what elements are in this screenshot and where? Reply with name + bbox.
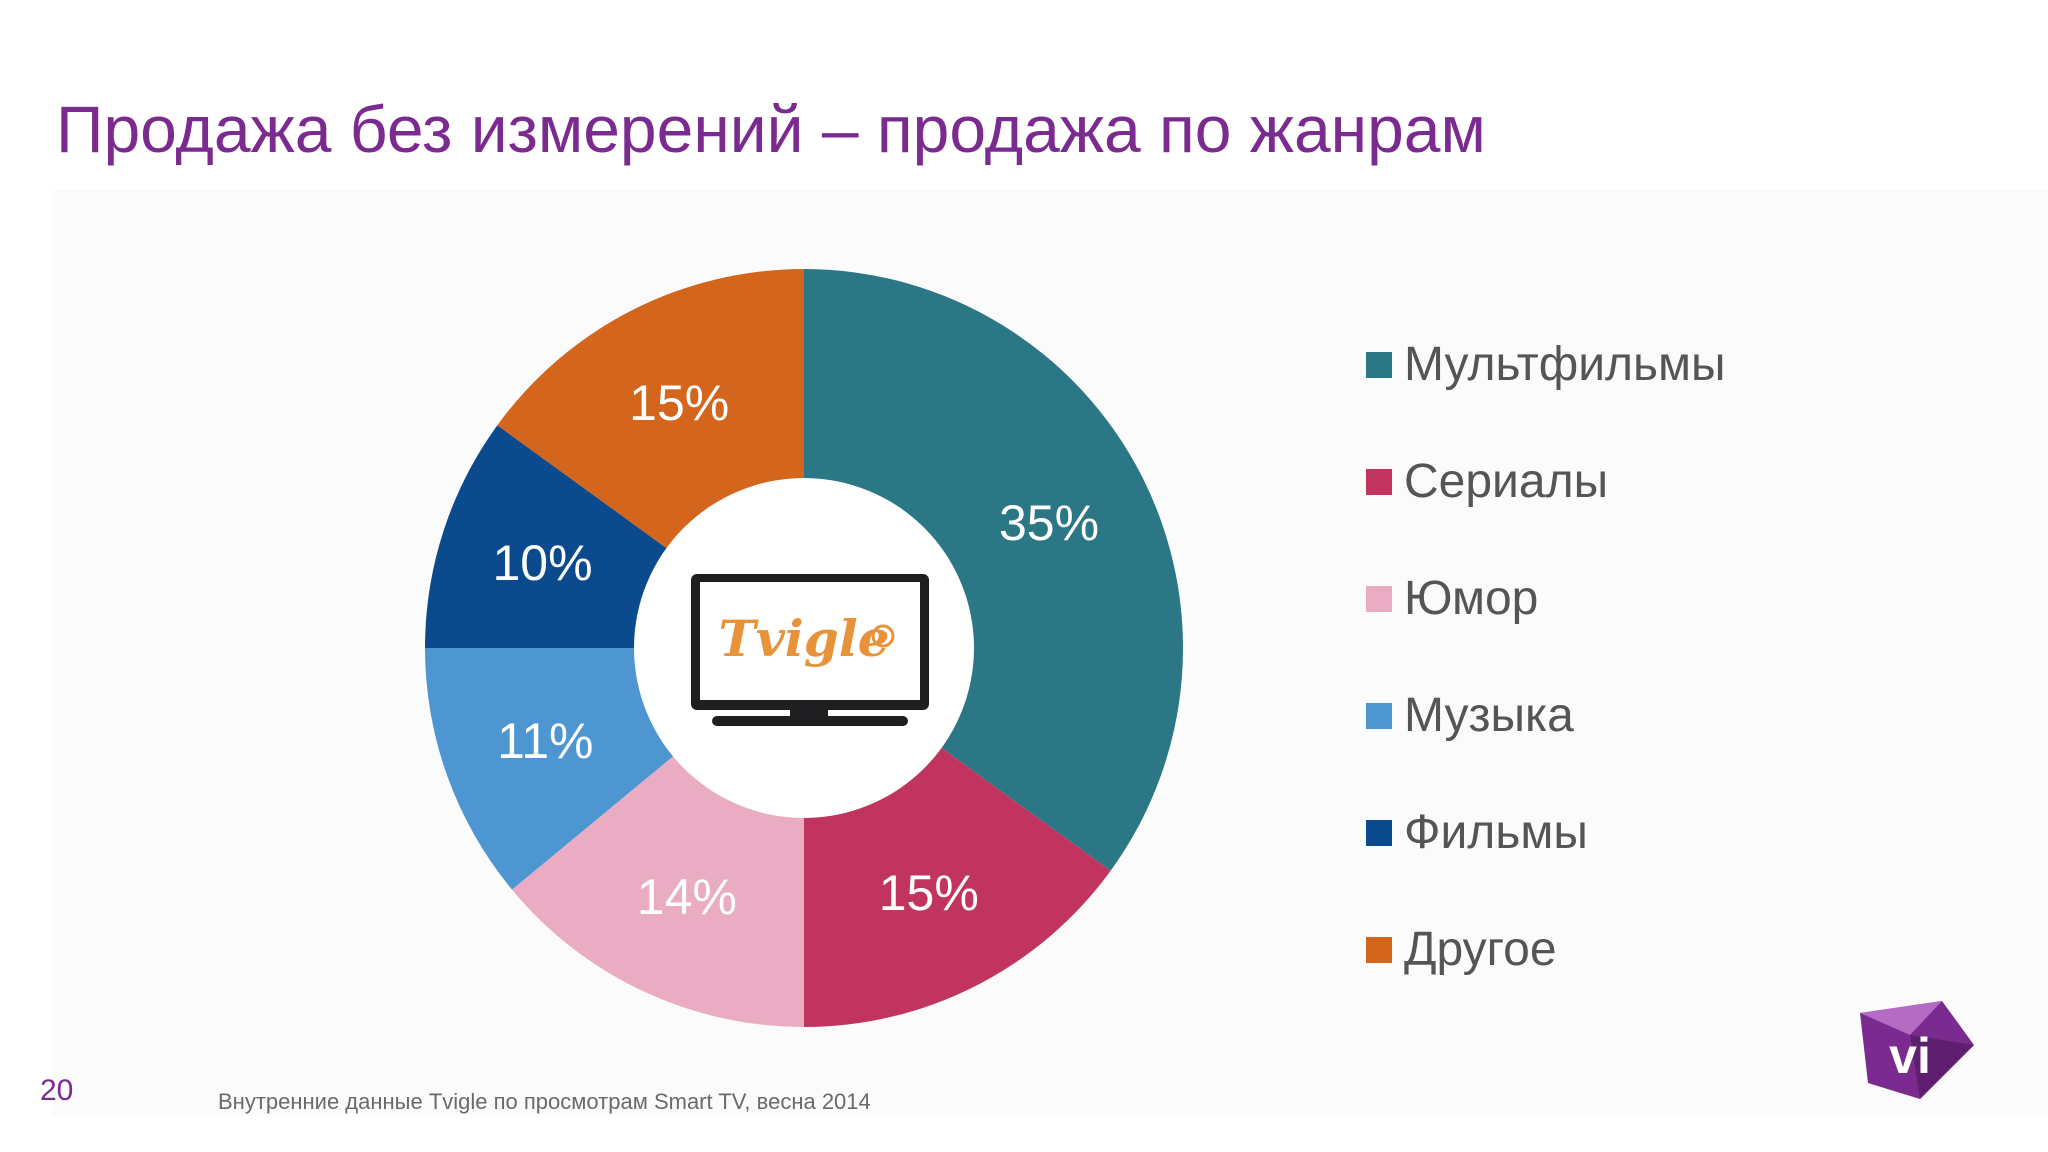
- slice-value-label: 11%: [497, 713, 593, 769]
- legend-swatch: [1366, 585, 1392, 612]
- slice-value-label: 14%: [637, 869, 737, 925]
- slice-value-label: 35%: [999, 495, 1099, 551]
- legend-swatch: [1366, 702, 1392, 729]
- legend-label: Фильмы: [1404, 806, 1588, 859]
- page-number: 20: [40, 1074, 74, 1107]
- legend-swatch: [1366, 936, 1392, 963]
- legend-label: Музыка: [1404, 689, 1574, 742]
- legend-label: Юмор: [1404, 572, 1539, 625]
- tvigle-tv-logo: Tvigle: [691, 574, 929, 726]
- legend-swatch: [1366, 468, 1392, 495]
- source-note: Внутренние данные Tvigle по просмотрам S…: [218, 1089, 871, 1114]
- chart-legend: Мультфильмы Сериалы Юмор Музыка Фильмы Д…: [1366, 306, 1726, 1008]
- legend-label: Мультфильмы: [1404, 338, 1726, 391]
- legend-item-movies: Фильмы: [1366, 774, 1726, 891]
- legend-swatch: [1366, 351, 1392, 378]
- tvigle-logo-text: Tvigle: [718, 609, 889, 668]
- pie-slice-1: [804, 269, 1184, 871]
- legend-swatch: [1366, 819, 1392, 846]
- slice-value-label: 15%: [629, 375, 729, 431]
- slice-value-label: 10%: [492, 535, 592, 591]
- legend-item-music: Музыка: [1366, 657, 1726, 774]
- vi-logo-text: vi: [1889, 1028, 1931, 1084]
- legend-item-other: Другое: [1366, 891, 1726, 1008]
- legend-item-series: Сериалы: [1366, 423, 1726, 540]
- slice-labels: 35% 15% 14% 11% 10% 15%: [492, 375, 1099, 925]
- legend-label: Сериалы: [1404, 455, 1609, 508]
- slice-value-label: 15%: [879, 865, 979, 921]
- legend-label: Другое: [1404, 923, 1557, 976]
- legend-item-humor: Юмор: [1366, 540, 1726, 657]
- vi-corner-logo: vi: [1860, 1001, 1974, 1099]
- legend-item-cartoons: Мультфильмы: [1366, 306, 1726, 423]
- slide-title: Продажа без измерений – продажа по жанра…: [56, 92, 1486, 166]
